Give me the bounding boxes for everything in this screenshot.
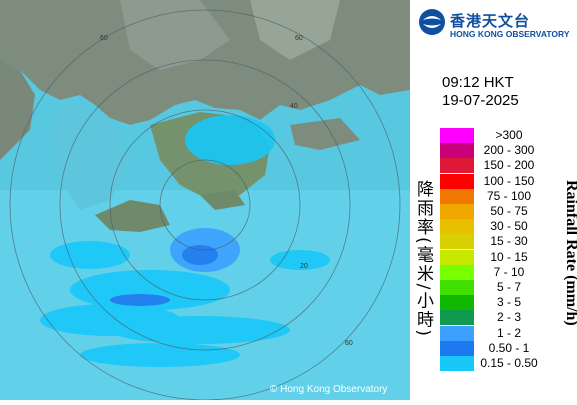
legend-item: 3 - 5: [434, 295, 574, 311]
legend-item: 200 - 300: [434, 143, 574, 159]
org-name-en: HONG KONG OBSERVATORY: [450, 29, 570, 39]
date-label: 19-07-2025: [442, 92, 519, 109]
legend-swatch: [440, 325, 474, 341]
org-name-zh: 香港天文台: [450, 12, 531, 30]
legend-swatch: [440, 356, 474, 371]
legend-label: 100 - 150: [483, 173, 535, 188]
legend-title-en: Rainfall Rate (mm/h): [563, 180, 577, 326]
ring-label: 40: [290, 103, 298, 110]
legend-label: 3 - 5: [496, 295, 521, 310]
legend-item: 15 - 30: [434, 234, 574, 250]
legend-label: 2 - 3: [496, 310, 521, 325]
timestamp: 09:12 HKT 19-07-2025: [442, 74, 519, 110]
legend-label: 1 - 2: [496, 325, 521, 340]
legend-item: 150 - 200: [434, 158, 574, 174]
legend-label: 50 - 75: [490, 204, 528, 218]
legend-item: 1 - 2: [434, 325, 574, 341]
legend-label: >300: [495, 128, 523, 142]
legend-swatch: [440, 204, 474, 219]
side-panel: 香港天文台 HONG KONG OBSERVATORY 09:12 HKT 19…: [410, 0, 577, 400]
legend-label: 15 - 30: [490, 234, 528, 249]
legend-swatch: [440, 128, 474, 143]
range-rings: [9, 9, 401, 401]
legend-label: 10 - 15: [490, 249, 528, 264]
east-islands: [290, 118, 360, 150]
legend-label: 200 - 300: [483, 143, 535, 158]
hk-island: [200, 190, 245, 210]
hko-emblem-icon: [419, 9, 445, 35]
range-ring-labels: 60 60 40 20 60: [100, 35, 353, 347]
legend-item: 0.15 - 0.50: [434, 356, 574, 371]
legend-item: 50 - 75: [434, 204, 574, 219]
mainland-texture: [120, 0, 230, 70]
radar-map[interactable]: 60 60 40 20 60 © Hong Kong Observatory: [0, 0, 410, 401]
ring-label: 60: [295, 35, 303, 42]
legend-swatch: [440, 280, 474, 295]
rain-echoes: [40, 115, 330, 367]
legend-item: 30 - 50: [434, 219, 574, 235]
ring-label: 60: [345, 340, 353, 347]
mainland-land-west: [0, 60, 35, 160]
estuary: [50, 100, 130, 210]
legend-item: 5 - 7: [434, 280, 574, 295]
legend-swatch: [440, 340, 474, 356]
legend-swatch: [440, 310, 474, 326]
legend-item: 75 - 100: [434, 188, 574, 204]
legend-label: 150 - 200: [483, 158, 535, 173]
legend-title-zh: 降雨率(毫米/小時): [413, 180, 433, 338]
legend-item: >300: [434, 128, 574, 143]
legend-swatch: [440, 219, 474, 235]
legend-item: 0.50 - 1: [434, 340, 574, 356]
lantau-island: [95, 200, 170, 232]
legend-swatch: [440, 264, 474, 280]
mainland-texture: [250, 0, 340, 60]
legend-swatch: [440, 173, 474, 189]
legend-label: 7 - 10: [493, 264, 525, 279]
ring-label: 20: [300, 263, 308, 270]
legend-swatch: [440, 188, 474, 204]
legend-swatch: [440, 158, 474, 174]
legend-label: 5 - 7: [496, 280, 521, 294]
legend-item: 7 - 10: [434, 264, 574, 280]
radar-map-image: 60 60 40 20 60: [0, 0, 410, 401]
legend-label: 75 - 100: [486, 188, 532, 203]
legend-item: 10 - 15: [434, 249, 574, 265]
legend-item: 100 - 150: [434, 173, 574, 189]
legend-label: 0.50 - 1: [488, 340, 530, 355]
copyright-text: © Hong Kong Observatory: [270, 384, 388, 395]
legend-swatch: [440, 249, 474, 265]
legend-item: 2 - 3: [434, 310, 574, 326]
legend-label: 30 - 50: [490, 219, 528, 234]
ring-label: 60: [100, 35, 108, 42]
legend-label: 0.15 - 0.50: [480, 356, 538, 370]
legend-swatch: [440, 234, 474, 250]
legend-swatch: [440, 143, 474, 159]
time-label: 09:12 HKT: [442, 74, 514, 91]
legend-swatch: [440, 295, 474, 311]
hko-logo[interactable]: 香港天文台 HONG KONG OBSERVATORY: [416, 4, 576, 44]
